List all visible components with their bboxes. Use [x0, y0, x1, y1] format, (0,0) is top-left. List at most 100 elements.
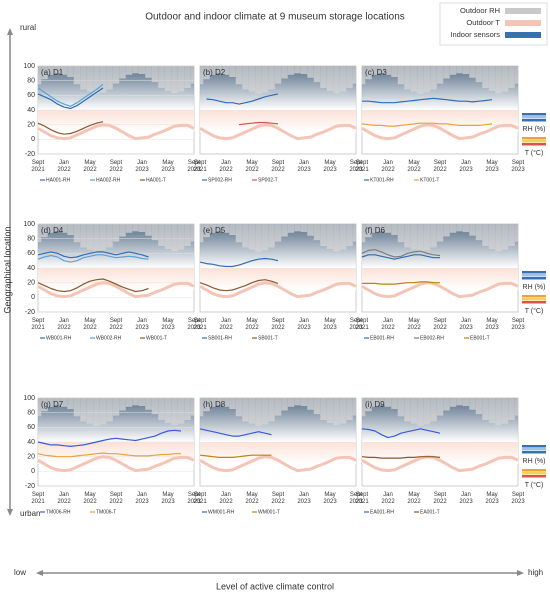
outdoor-rh-bar [404, 224, 411, 248]
t-swatch [522, 295, 546, 298]
outdoor-rh-bar [462, 224, 470, 233]
series-label: WM001-RH [208, 509, 235, 515]
outdoor-rh-bar [397, 66, 405, 85]
x-tick-label: Sept 2022 [433, 160, 447, 173]
outdoor-rh-bar [158, 66, 165, 88]
outdoor-rh-bar [307, 398, 314, 410]
outdoor-rh-bar [326, 66, 334, 91]
outdoor-rh-bar [47, 66, 55, 75]
outdoor-rh-bar [423, 66, 431, 93]
x-tick-label: Jan 2022 [57, 318, 71, 331]
outdoor-rh-bar [216, 224, 223, 232]
x-tick-label: Jan 2022 [219, 492, 233, 505]
outdoor-rh-bar [365, 398, 372, 412]
outdoor-rh-bar [404, 66, 411, 90]
outdoor-rh-bar [60, 398, 68, 407]
outdoor-rh-bar [200, 66, 204, 85]
outdoor-rh-bar [449, 398, 457, 407]
x-tick-label: May 2022 [245, 492, 259, 505]
indoor-line [199, 454, 272, 458]
x-tick-label: Jan 2023 [297, 492, 311, 505]
outdoor-rh-bar [495, 224, 502, 252]
series-label: HA001-RH [46, 177, 71, 183]
outdoor-rh-bar [384, 398, 392, 407]
outdoor-rh-bar [86, 398, 94, 424]
outdoor-rh-bar [41, 66, 48, 80]
x-tick-label: Jan 2022 [219, 318, 233, 331]
indoor-line [362, 97, 493, 104]
outdoor-rh-bar [255, 224, 262, 252]
rh-swatch [522, 116, 546, 119]
outdoor-rh-bar [158, 224, 165, 246]
side-legend-label: T (°C) [525, 149, 544, 157]
legend-label: Indoor sensors [450, 30, 500, 39]
outdoor-rh-bar [235, 224, 243, 243]
outdoor-rh-bar [514, 66, 518, 84]
outdoor-rh-bar [151, 66, 159, 83]
series-label: SB001-RH [208, 335, 232, 341]
x-tick-label: Sept 2023 [349, 160, 363, 173]
outdoor-rh-bar [482, 66, 489, 88]
outdoor-t-line [361, 455, 519, 473]
outdoor-rh-bar [242, 398, 249, 422]
side-legend-label: T (°C) [525, 307, 544, 315]
outdoor-rh-bar [307, 224, 314, 236]
outdoor-rh-bar [423, 398, 431, 425]
outdoor-rh-bar [274, 66, 282, 84]
outdoor-rh-bar [281, 66, 288, 79]
x-tick-label: Sept 2023 [349, 318, 363, 331]
x-tick-label: Sept 2021 [355, 492, 369, 505]
outdoor-rh-bar [229, 224, 236, 235]
outdoor-rh-bar [339, 224, 347, 250]
outdoor-rh-bar [41, 398, 48, 412]
x-tick-label: Sept 2022 [433, 492, 447, 505]
panel-title: (g) D7 [41, 400, 64, 409]
outdoor-rh-bar [164, 398, 172, 423]
outdoor-rh-bar [443, 398, 450, 411]
outdoor-rh-bar [514, 398, 518, 416]
outdoor-rh-bar [469, 224, 476, 236]
outdoor-rh-bar [300, 224, 308, 233]
x-end-left: low [14, 568, 26, 577]
outdoor-rh-bar [501, 398, 509, 424]
side-legend-label: RH (%) [523, 458, 546, 465]
outdoor-rh-bar [242, 224, 249, 248]
outdoor-rh-bar [73, 224, 81, 243]
outdoor-rh-bar [80, 224, 87, 248]
x-tick-label: Sept 2023 [511, 492, 525, 505]
outdoor-rh-bar [80, 66, 87, 90]
outdoor-rh-bar [209, 398, 217, 407]
outdoor-rh-bar [190, 398, 194, 416]
outdoor-rh-bar [268, 224, 275, 248]
x-tick-label: May 2023 [485, 318, 499, 331]
outdoor-rh-bar [365, 224, 372, 238]
y-tick-label: 20 [27, 454, 35, 461]
outdoor-rh-bar [99, 224, 107, 251]
rh-swatch [522, 271, 546, 274]
x-tick-label: May 2022 [407, 318, 421, 331]
series-label: EB002-RH [420, 335, 444, 341]
side-legend-label: RH (%) [523, 126, 546, 133]
outdoor-rh-bar [119, 66, 126, 79]
panel-title: (e) D5 [203, 226, 226, 235]
outdoor-t-line [37, 455, 195, 473]
outdoor-rh-bar [99, 66, 107, 93]
outdoor-rh-bar [119, 398, 126, 411]
series-label: SP002-RH [208, 177, 232, 183]
y-tick-label: 60 [27, 424, 35, 431]
outdoor-rh-bar [268, 66, 275, 90]
outdoor-rh-bar [391, 224, 398, 235]
outdoor-rh-bar [151, 398, 159, 415]
x-tick-label: Sept 2022 [109, 318, 123, 331]
indoor-line [361, 254, 440, 260]
outdoor-rh-bar [281, 224, 288, 237]
outdoor-rh-bar [86, 224, 94, 250]
outdoor-rh-bar [475, 66, 483, 83]
series-label: SB001-T [258, 335, 278, 341]
y-tick-label: 100 [23, 395, 35, 402]
indoor-line [37, 83, 104, 107]
outdoor-rh-bar [222, 224, 230, 233]
series-label: KT001-RH [370, 177, 394, 183]
outdoor-rh-bar [346, 224, 353, 246]
x-tick-label: Sept 2021 [193, 492, 207, 505]
